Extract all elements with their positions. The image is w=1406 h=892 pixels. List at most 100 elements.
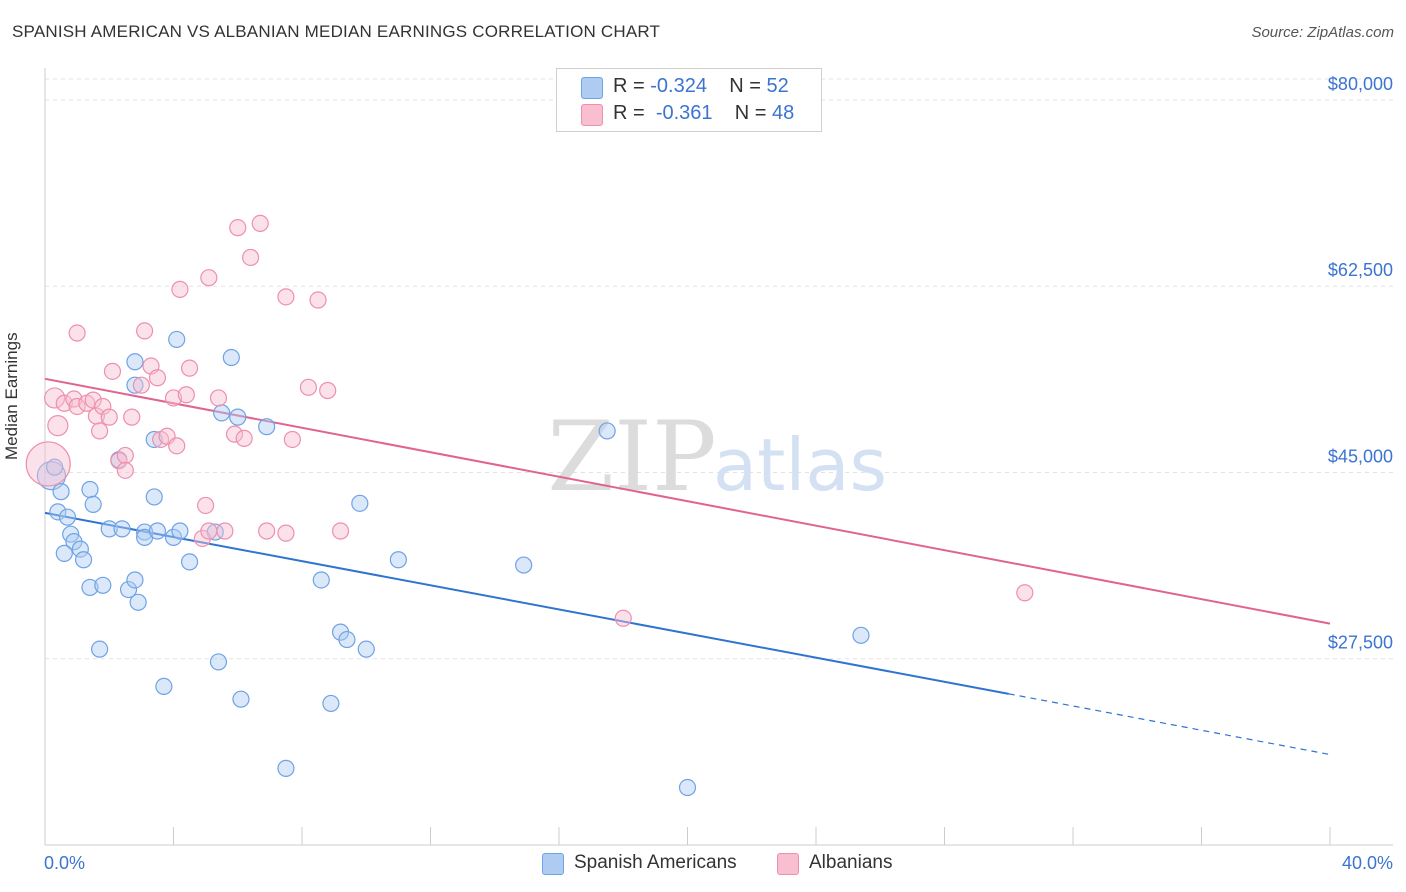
data-point bbox=[229, 219, 247, 237]
data-point bbox=[232, 690, 250, 708]
data-point bbox=[171, 280, 189, 298]
legend-n-value: 48 bbox=[772, 102, 795, 124]
legend-r-label: R = bbox=[613, 75, 645, 97]
data-point bbox=[319, 381, 337, 400]
data-point bbox=[852, 626, 870, 644]
data-point bbox=[81, 480, 99, 499]
x-tick-label-max: 40.0% bbox=[1342, 853, 1393, 873]
data-point bbox=[129, 593, 147, 611]
data-point bbox=[25, 441, 71, 487]
y-tick-label: $45,000 bbox=[1328, 446, 1393, 466]
data-point bbox=[1016, 584, 1034, 602]
data-point bbox=[200, 269, 218, 287]
data-point bbox=[309, 291, 327, 309]
series-spanish-americans bbox=[36, 330, 870, 797]
data-point bbox=[135, 523, 154, 541]
data-point bbox=[229, 408, 247, 426]
data-point bbox=[357, 640, 375, 658]
data-point bbox=[251, 214, 269, 232]
bottom-legend-swatch-blue bbox=[542, 853, 564, 875]
data-point bbox=[164, 528, 183, 546]
data-point bbox=[180, 359, 199, 377]
data-point bbox=[123, 408, 141, 426]
data-point bbox=[68, 397, 86, 416]
data-point bbox=[515, 556, 533, 574]
data-point bbox=[58, 508, 77, 526]
bottom-legend-label: Spanish Americans bbox=[574, 852, 737, 873]
data-point bbox=[91, 422, 109, 440]
data-point bbox=[81, 578, 99, 597]
data-point bbox=[74, 551, 93, 569]
data-points bbox=[25, 214, 1034, 797]
data-point bbox=[68, 324, 86, 342]
data-point bbox=[148, 522, 167, 540]
trend-line-spanish-americans bbox=[44, 511, 1009, 695]
data-point bbox=[155, 677, 173, 696]
data-point bbox=[312, 571, 330, 589]
legend-swatch-pink bbox=[581, 104, 603, 126]
data-point bbox=[145, 488, 163, 506]
data-point bbox=[277, 759, 295, 777]
data-point bbox=[135, 322, 154, 340]
data-point bbox=[283, 430, 301, 449]
trend-lines bbox=[44, 377, 1331, 756]
data-point bbox=[299, 378, 318, 396]
data-point bbox=[55, 544, 73, 562]
data-point bbox=[277, 288, 295, 306]
data-point bbox=[213, 404, 231, 422]
data-point bbox=[225, 425, 244, 443]
watermark-atlas: atlas bbox=[713, 423, 887, 507]
data-point bbox=[148, 369, 167, 387]
legend-n-label: N = bbox=[734, 102, 767, 124]
legend-r-value: -0.324 bbox=[650, 75, 707, 97]
data-point bbox=[164, 389, 183, 407]
data-point bbox=[126, 571, 144, 589]
data-point bbox=[94, 397, 112, 416]
data-point bbox=[351, 494, 369, 512]
data-point bbox=[94, 576, 112, 594]
data-point bbox=[71, 540, 89, 558]
data-point bbox=[168, 330, 186, 349]
tick-labels: 0.0% 40.0% $80,000 $62,500 $45,000 $27,500 bbox=[44, 74, 1393, 873]
legend-r-value: -0.361 bbox=[655, 102, 713, 124]
data-point bbox=[322, 694, 340, 713]
bottom-legend-label: Albanians bbox=[809, 852, 893, 873]
data-point bbox=[116, 461, 134, 479]
data-point bbox=[177, 386, 195, 404]
legend-n-value: 52 bbox=[766, 75, 789, 97]
data-point bbox=[47, 415, 69, 437]
y-tick-label: $27,500 bbox=[1328, 633, 1393, 653]
data-point bbox=[258, 418, 276, 436]
gridlines bbox=[45, 78, 1393, 660]
data-point bbox=[598, 422, 616, 440]
data-point bbox=[100, 408, 118, 426]
y-tick-label: $80,000 bbox=[1328, 74, 1393, 94]
legend-swatch-blue bbox=[581, 77, 603, 99]
data-point bbox=[100, 520, 118, 538]
series-albanians bbox=[25, 214, 1034, 627]
data-point bbox=[614, 609, 632, 627]
data-point bbox=[200, 522, 218, 540]
data-point bbox=[389, 551, 407, 569]
data-point bbox=[222, 348, 240, 367]
data-point bbox=[113, 520, 131, 538]
data-point bbox=[216, 522, 234, 540]
watermark-zip: ZIP bbox=[547, 401, 716, 513]
data-point bbox=[242, 248, 260, 267]
x-tick-label-min: 0.0% bbox=[44, 853, 85, 873]
y-tick-label: $62,500 bbox=[1328, 260, 1393, 280]
correlation-legend: R = -0.324 N = 52 R = -0.361 N = 48 bbox=[556, 68, 822, 132]
data-point bbox=[103, 362, 122, 380]
data-point bbox=[209, 389, 228, 407]
data-point bbox=[180, 553, 199, 571]
data-point bbox=[52, 483, 70, 501]
watermark: ZIP atlas bbox=[547, 401, 887, 513]
chart-title: SPANISH AMERICAN VS ALBANIAN MEDIAN EARN… bbox=[12, 22, 661, 41]
data-point bbox=[145, 430, 163, 449]
data-point bbox=[119, 580, 138, 599]
data-point bbox=[258, 522, 276, 540]
legend-n-label: N = bbox=[729, 75, 761, 97]
data-point bbox=[44, 387, 66, 409]
data-point bbox=[49, 503, 67, 521]
